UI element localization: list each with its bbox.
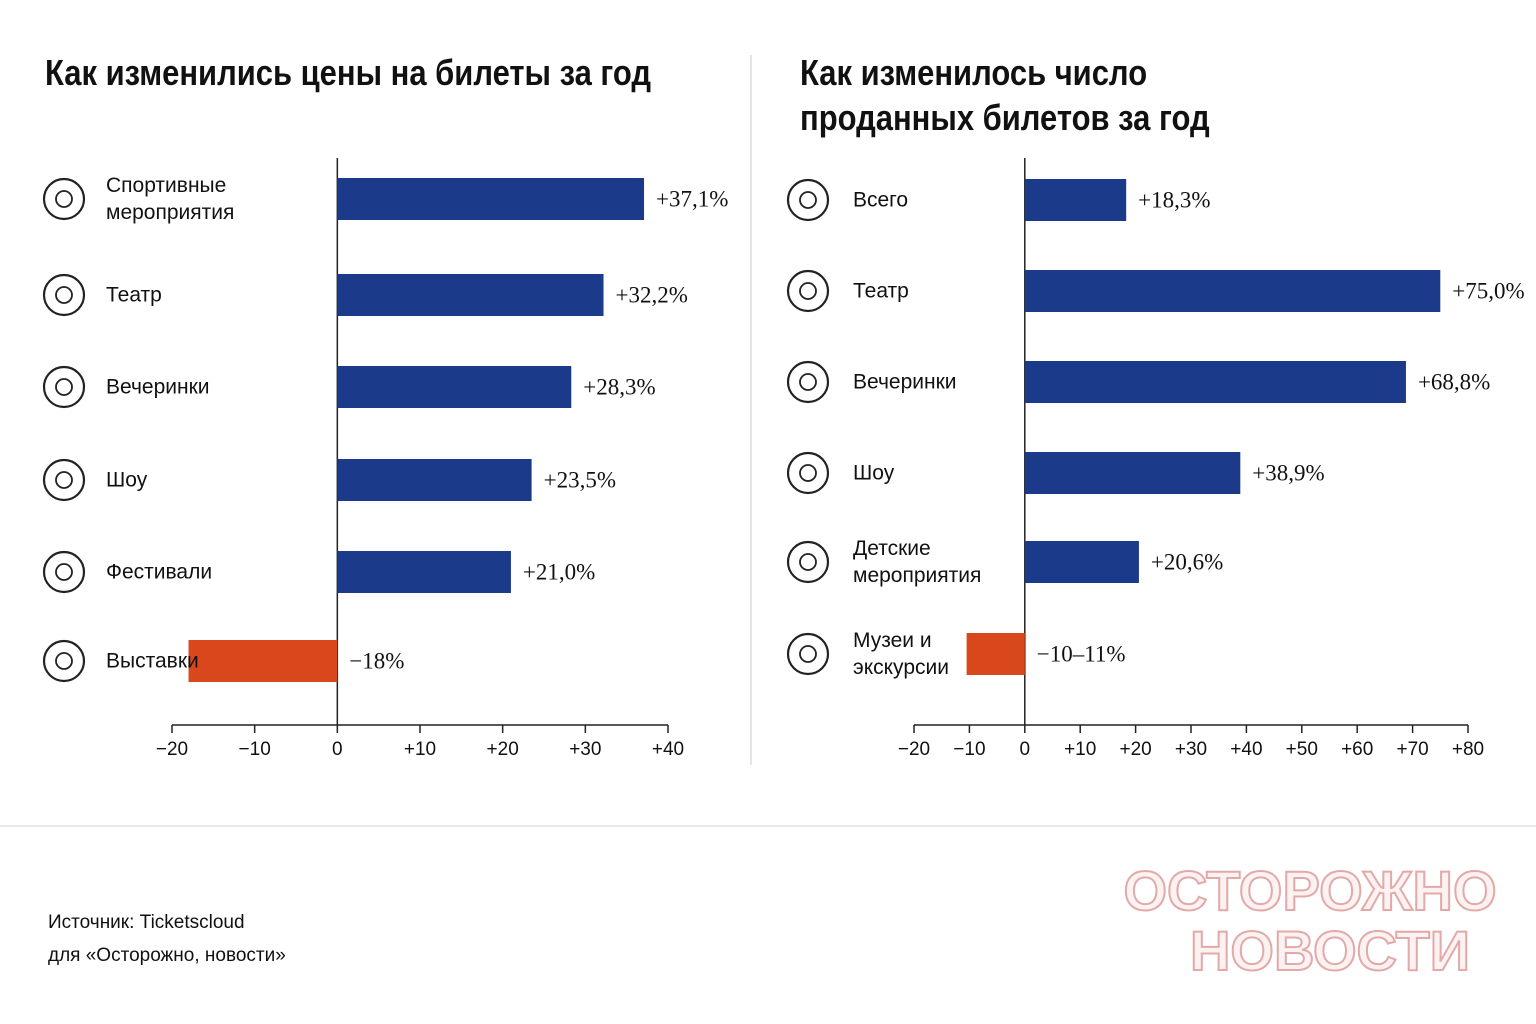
x-tick-label: +80	[1452, 739, 1484, 760]
value-label: −18%	[349, 648, 404, 673]
icon	[55, 378, 73, 396]
x-tick-label: +30	[569, 739, 601, 760]
icon	[799, 282, 817, 300]
bar	[337, 274, 604, 316]
category-label: Музеи и экскурсии	[853, 629, 949, 679]
category-label: Театр	[853, 279, 909, 303]
bar	[1024, 452, 1241, 494]
icon	[786, 360, 830, 404]
chart-title: Как изменилось число проданных билетов з…	[800, 52, 1210, 138]
x-tick-label: +10	[1064, 739, 1096, 760]
value-label: +21,0%	[523, 559, 595, 584]
icon	[42, 458, 86, 502]
x-tick-label: −20	[898, 739, 930, 760]
value-label: +32,2%	[616, 282, 688, 307]
bar	[337, 178, 645, 220]
logo-text: НОВОСТИ	[1190, 919, 1470, 982]
category-label: Спортивные мероприятия	[106, 174, 235, 224]
category-label: Шоу	[853, 461, 895, 485]
x-tick-label: +60	[1341, 739, 1373, 760]
value-label: +20,6%	[1151, 549, 1223, 574]
bar	[1024, 361, 1406, 403]
x-tick-label: 0	[1020, 739, 1031, 760]
category-label: Всего	[853, 188, 909, 212]
icon	[799, 553, 817, 571]
x-tick-label: −20	[156, 739, 188, 760]
x-tick-label: +30	[1175, 739, 1207, 760]
x-tick-label: +20	[487, 739, 519, 760]
icon	[799, 464, 817, 482]
category-label: Вечеринки	[106, 375, 210, 399]
category-label: Выставки	[106, 649, 199, 673]
value-label: +18,3%	[1138, 187, 1210, 212]
icon	[786, 269, 830, 313]
icon	[42, 639, 86, 683]
category-label: Вечеринки	[853, 370, 957, 394]
category-label: Фестивали	[106, 560, 213, 584]
bar	[337, 459, 532, 501]
value-label: −10–11%	[1037, 641, 1126, 666]
x-tick-label: −10	[953, 739, 985, 760]
bar	[337, 551, 511, 593]
x-tick-label: +40	[1230, 739, 1262, 760]
x-tick-label: −10	[239, 739, 271, 760]
x-tick-label: +50	[1286, 739, 1318, 760]
x-tick-label: +20	[1119, 739, 1151, 760]
icon	[799, 373, 817, 391]
icon	[786, 451, 830, 495]
icon	[786, 632, 830, 676]
value-label: +75,0%	[1452, 278, 1524, 303]
icon	[42, 177, 86, 221]
bar	[337, 366, 572, 408]
value-label: +37,1%	[656, 186, 728, 211]
value-label: +68,8%	[1418, 369, 1490, 394]
icon	[55, 652, 73, 670]
category-label: Театр	[106, 283, 162, 307]
icon	[42, 365, 86, 409]
icon	[55, 471, 73, 489]
value-label: +38,9%	[1252, 460, 1324, 485]
icon	[55, 190, 73, 208]
value-label: +28,3%	[583, 374, 655, 399]
source: для «Осторожно, новости»	[48, 945, 286, 966]
x-tick-label: +70	[1396, 739, 1428, 760]
chart-title: Как изменились цены на билеты за год	[45, 52, 652, 93]
icon	[786, 178, 830, 222]
source: Источник: Ticketscloud	[48, 912, 245, 933]
icon	[55, 286, 73, 304]
icon	[42, 550, 86, 594]
x-tick-label: +40	[652, 739, 684, 760]
icon	[799, 191, 817, 209]
bar	[1024, 541, 1139, 583]
x-tick-label: +10	[404, 739, 436, 760]
category-label: Шоу	[106, 468, 148, 492]
value-label: +23,5%	[544, 467, 616, 492]
x-tick-label: 0	[332, 739, 343, 760]
bar	[1024, 179, 1127, 221]
bar	[966, 633, 1025, 675]
icon	[799, 645, 817, 663]
icon	[55, 563, 73, 581]
logo-text: ОСТОРОЖНО	[1123, 859, 1496, 922]
bar	[188, 640, 338, 682]
category-label: Детские мероприятия	[853, 537, 982, 587]
icon	[786, 540, 830, 584]
icon	[42, 273, 86, 317]
bar	[1024, 270, 1441, 312]
